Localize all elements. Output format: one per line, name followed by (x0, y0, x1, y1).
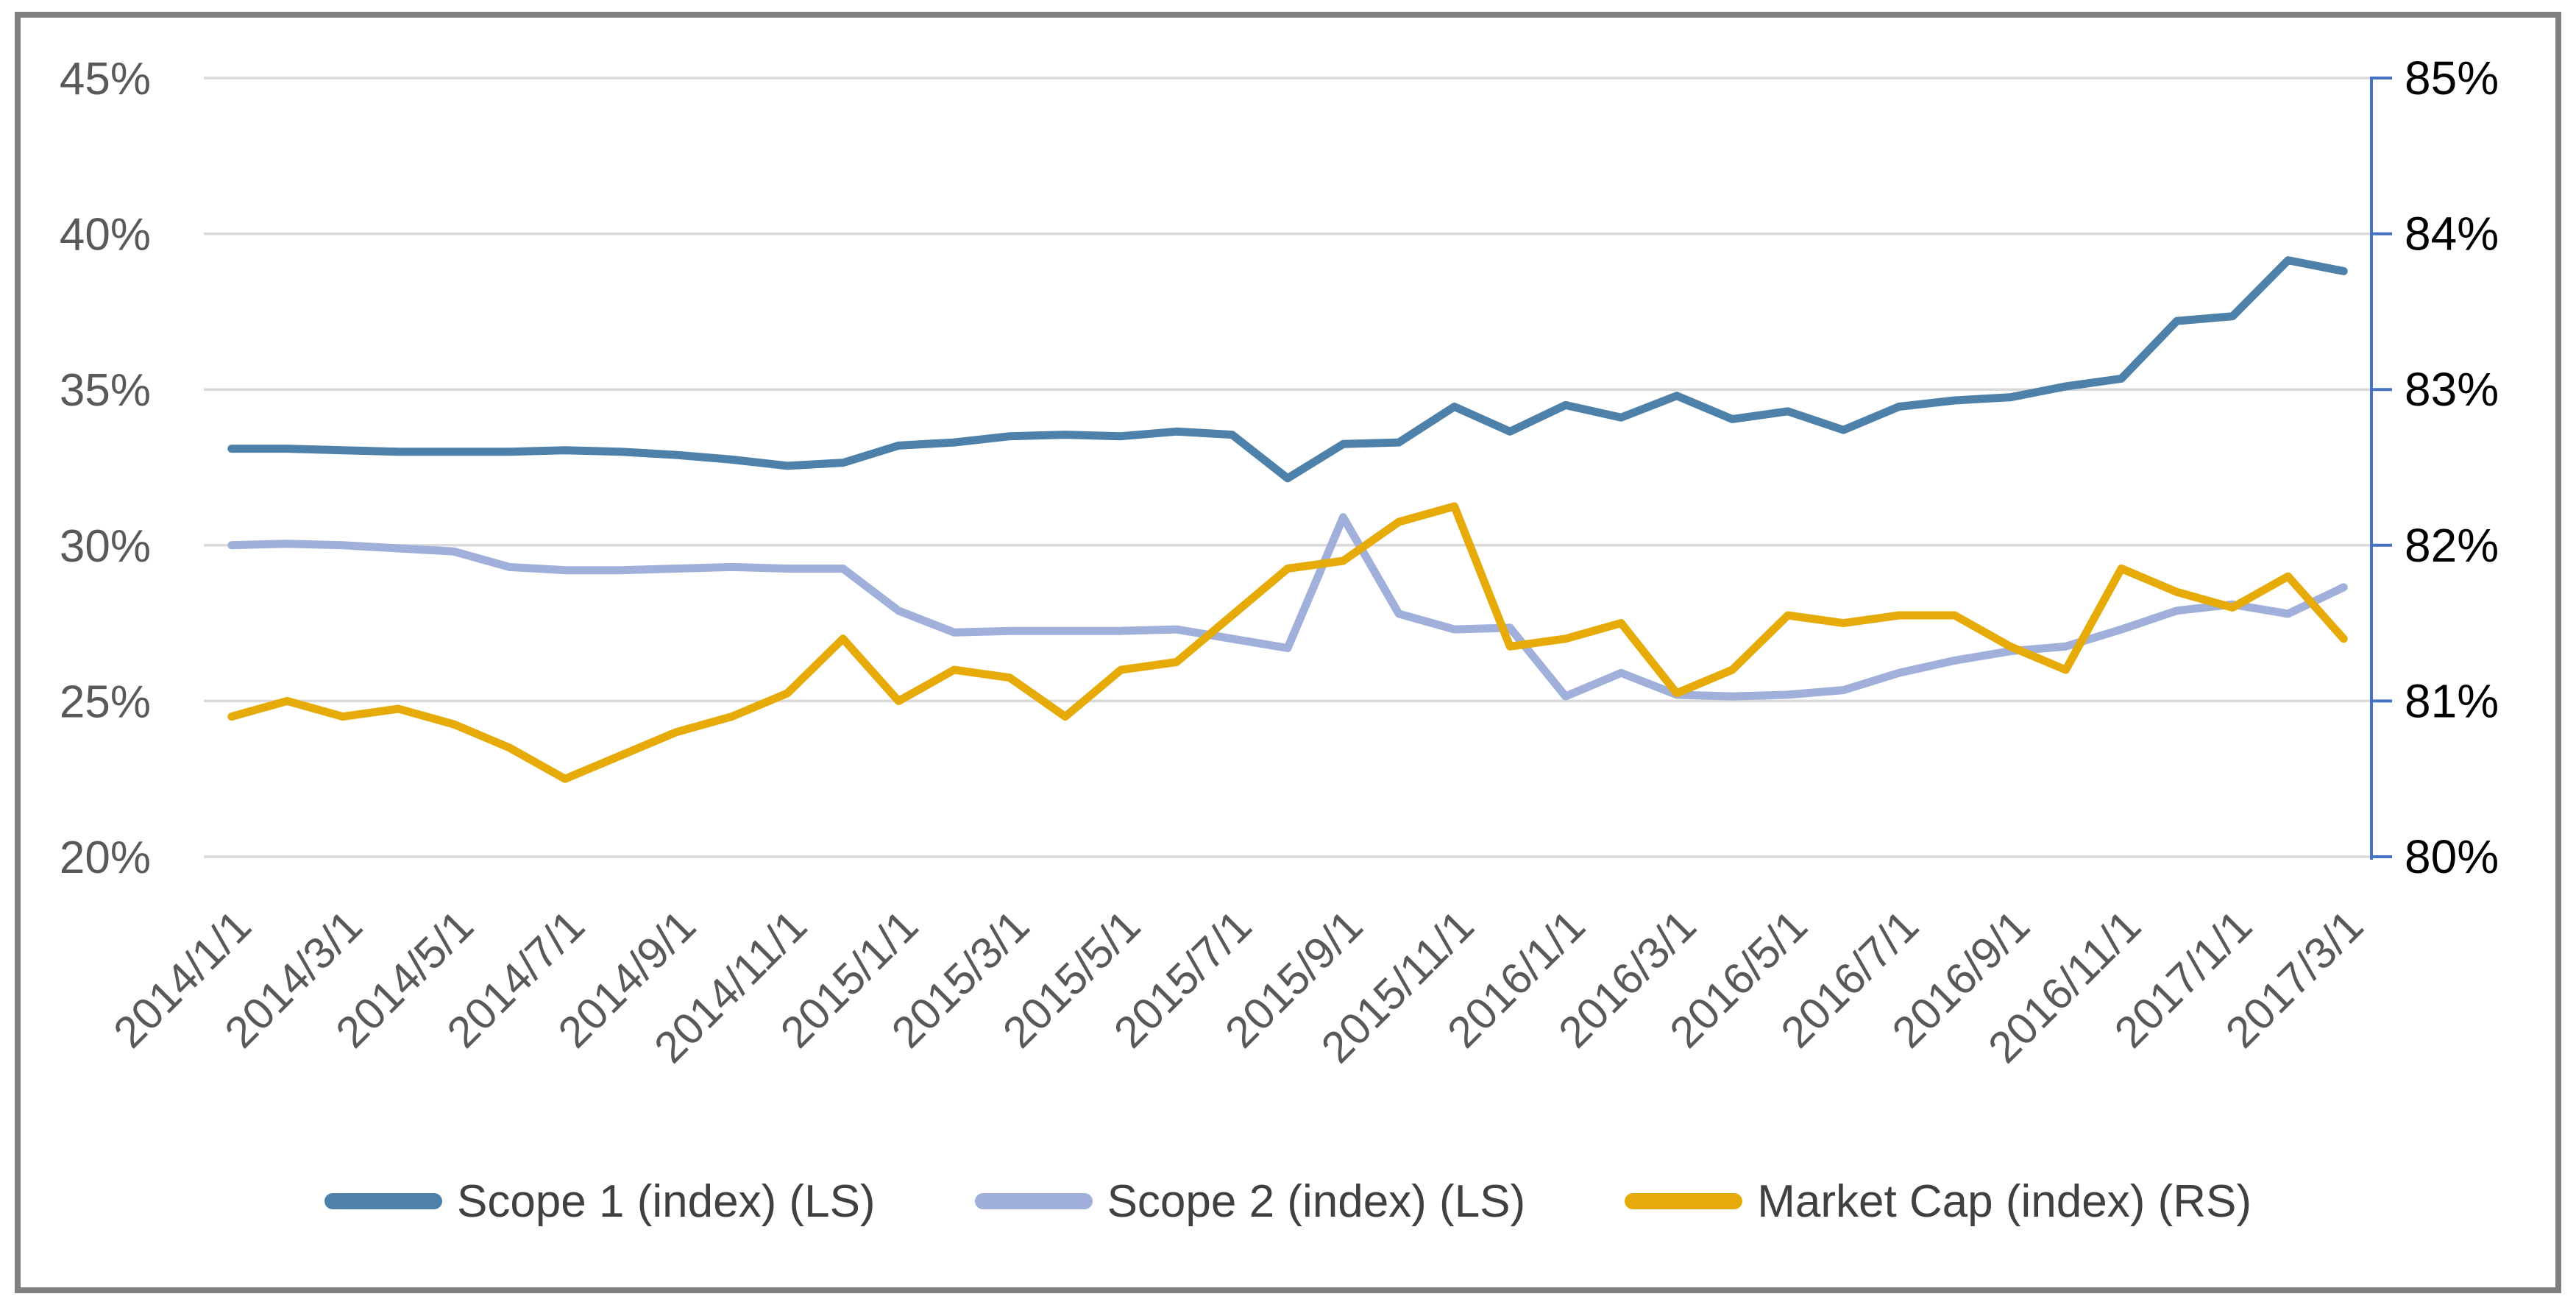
right-axis-tick-label: 85% (2405, 52, 2499, 105)
gridlines (204, 77, 2371, 858)
x-axis: 2014/1/12014/3/12014/5/12014/7/12014/9/1… (104, 901, 2372, 1072)
right-axis-tick-label: 83% (2405, 363, 2499, 416)
legend-item-market-cap: Market Cap (index) (RS) (1625, 1175, 2252, 1228)
right-axis-tick-label: 81% (2405, 674, 2499, 727)
left-axis-tick-label: 45% (60, 54, 151, 105)
legend-item-scope-1: Scope 1 (index) (LS) (324, 1175, 876, 1228)
legend-label-scope-1: Scope 1 (index) (LS) (456, 1175, 876, 1227)
legend-label-market-cap: Market Cap (index) (RS) (1757, 1175, 2252, 1227)
legend-swatch-scope-1 (324, 1193, 442, 1209)
right-axis-tick-label: 80% (2405, 830, 2499, 883)
left-axis-tick-label: 25% (60, 676, 151, 727)
series-line-3 (227, 502, 2348, 783)
series-line-2 (227, 513, 2348, 701)
right-axis: 85% 84% 83% 82% 81% 80% (2370, 52, 2499, 883)
legend-item-scope-2: Scope 2 (index) (LS) (974, 1175, 1526, 1228)
left-axis-tick-label: 40% (60, 210, 151, 261)
left-axis: 45% 40% 35% 30% 25% 20% (60, 54, 151, 883)
left-axis-tick-label: 30% (60, 521, 151, 572)
right-axis-tick-label: 82% (2405, 519, 2499, 572)
legend-swatch-market-cap (1625, 1193, 1743, 1209)
series-line-1 (227, 256, 2348, 483)
right-axis-tick-label: 84% (2405, 208, 2499, 261)
legend: Scope 1 (index) (LS) Scope 2 (index) (LS… (0, 1157, 2576, 1245)
left-axis-tick-label: 35% (60, 365, 151, 416)
legend-swatch-scope-2 (974, 1193, 1093, 1209)
legend-label-scope-2: Scope 2 (index) (LS) (1107, 1175, 1526, 1227)
left-axis-tick-label: 20% (60, 832, 151, 883)
